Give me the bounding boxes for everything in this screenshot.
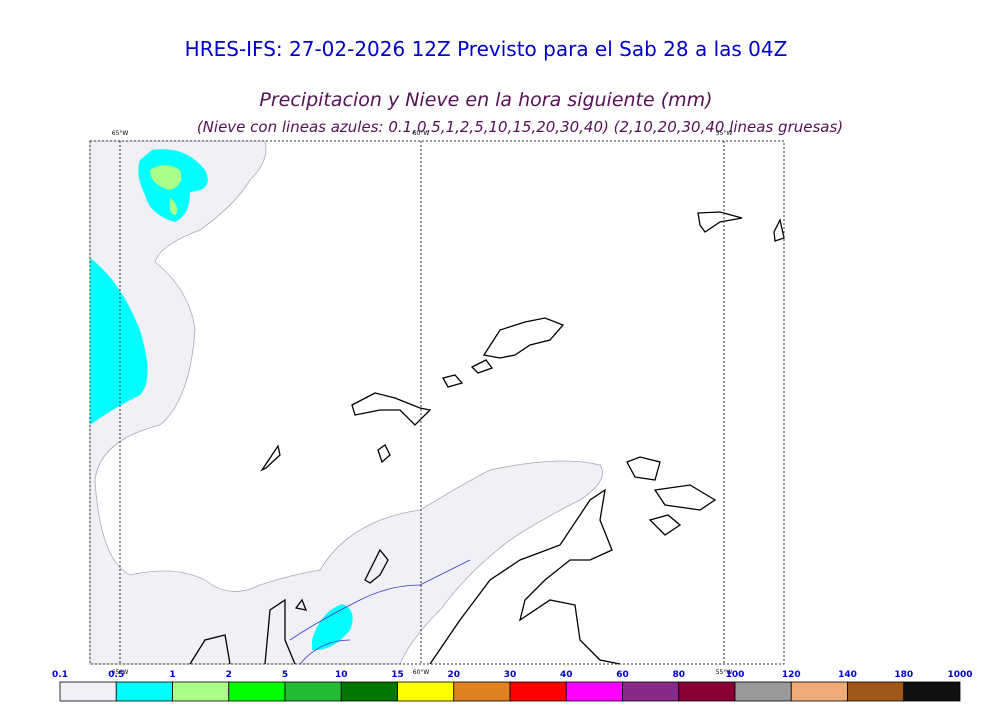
- map-title: Precipitacion y Nieve en la hora siguien…: [259, 89, 712, 111]
- colorbar-swatch: [340, 681, 398, 702]
- lon-label: 65°W: [112, 130, 129, 137]
- precip-cyan: [90, 258, 148, 425]
- colorbar-label: 120: [782, 670, 801, 680]
- colorbar-label: 1000: [947, 670, 972, 680]
- precip-green: [150, 165, 182, 215]
- colorbar-label: 180: [894, 670, 913, 680]
- colorbar-swatch: [678, 681, 736, 702]
- colorbar-label: 30: [504, 670, 517, 680]
- colorbar-label: 0.5: [108, 670, 124, 680]
- map-subtitle: (Nieve con lineas azules: 0.1,0.5,1,2,5,…: [197, 118, 843, 136]
- colorbar: 0.1 0.5 1 2 5 10 15 20 30 40 60 80 100 120 140 180 1000: [52, 670, 973, 702]
- snow-contour: [289, 559, 471, 665]
- page-title: HRES-IFS: 27-02-2026 12Z Previsto para e…: [185, 37, 788, 61]
- precip-light: [89, 140, 603, 665]
- colorbar-label: 0.1: [52, 670, 68, 680]
- colorbar-label: 60: [616, 670, 629, 680]
- lon-label: 55°W: [716, 669, 733, 676]
- colorbar-swatch: [565, 681, 623, 702]
- meridians: [119, 141, 725, 664]
- colorbar-label: 5: [282, 670, 288, 680]
- colorbar-swatch: [847, 681, 905, 702]
- map-frame: [89, 140, 785, 665]
- colorbar-label: 1: [169, 670, 175, 680]
- coastlines: [189, 211, 785, 665]
- colorbar-swatch: [397, 681, 455, 702]
- colorbar-label: 10: [335, 670, 348, 680]
- colorbar-label: 140: [838, 670, 857, 680]
- colorbar-swatch: [284, 681, 342, 702]
- colorbar-label: 40: [560, 670, 573, 680]
- colorbar-swatch: [228, 681, 286, 702]
- precip-cyan: [312, 604, 353, 651]
- colorbar-swatch: [172, 681, 230, 702]
- colorbar-swatch: [903, 681, 961, 702]
- colorbar-label: 2: [226, 670, 232, 680]
- lon-label: 60°W: [413, 130, 430, 137]
- lon-label: 55°W: [716, 130, 733, 137]
- colorbar-swatch: [509, 681, 567, 702]
- colorbar-swatch: [790, 681, 848, 702]
- colorbar-label: 15: [391, 670, 404, 680]
- precip-areas: [89, 140, 603, 665]
- colorbar-swatch: [453, 681, 511, 702]
- colorbar-swatch: [622, 681, 680, 702]
- lon-label: 65°W: [112, 669, 129, 676]
- colorbar-swatch: [115, 681, 173, 702]
- lon-label: 60°W: [413, 669, 430, 676]
- colorbar-label: 80: [672, 670, 685, 680]
- colorbar-label: 100: [726, 670, 745, 680]
- colorbar-swatch: [734, 681, 792, 702]
- colorbar-swatch: [59, 681, 117, 702]
- colorbar-label: 20: [447, 670, 460, 680]
